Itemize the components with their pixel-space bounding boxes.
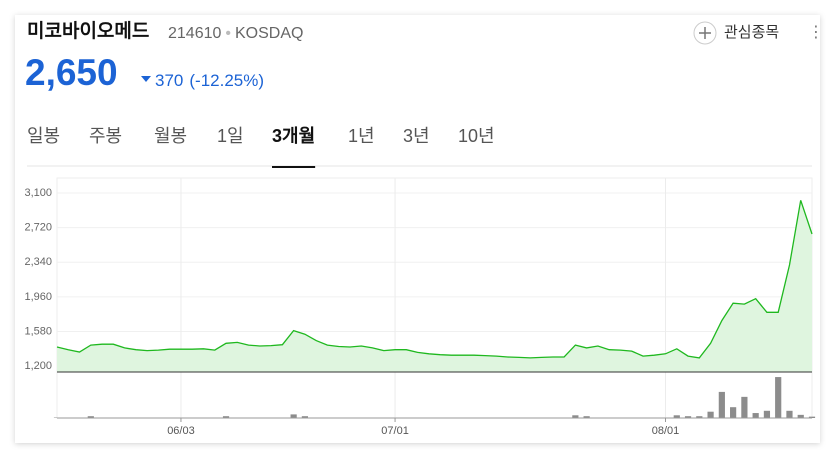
tab[interactable]: 일봉 — [27, 126, 60, 146]
volume-bar — [222, 416, 230, 418]
y-tick-label: 2,340 — [24, 256, 52, 268]
volume-bar — [696, 416, 703, 418]
y-tick-label: 3,100 — [24, 187, 52, 199]
volume-bar — [290, 414, 297, 418]
volume-bar — [808, 416, 816, 418]
volume-bar — [775, 377, 782, 418]
x-tick-label: 06/03 — [167, 425, 195, 437]
tab[interactable]: 10년 — [458, 126, 495, 146]
card — [15, 15, 820, 443]
watch-button[interactable]: 관심종목 — [724, 24, 779, 41]
change-value: 370 — [155, 71, 183, 90]
tab[interactable]: 1일 — [217, 126, 244, 146]
price-line — [56, 200, 813, 359]
tab[interactable]: 1년 — [348, 126, 375, 146]
volume-bar — [718, 391, 725, 418]
stock-code: 214610 • KOSDAQ — [168, 25, 303, 42]
tab[interactable]: 3개월 — [272, 126, 315, 146]
volume-bar — [301, 416, 309, 418]
volume-bar — [583, 416, 590, 418]
volume-bar — [741, 396, 748, 418]
market: KOSDAQ — [235, 25, 303, 42]
down-arrow — [141, 76, 151, 82]
change: 370 (-12.25%) — [155, 71, 264, 90]
volume-bar — [87, 416, 94, 418]
tabs: 일봉 주봉 월봉 1일 3개월 1년 3년 10년 — [27, 126, 495, 168]
y-tick-label: 2,720 — [24, 222, 52, 234]
chart: 1,200 1,580 1,960 2,340 2,720 3,100 06/03 07/01… — [24, 177, 816, 437]
tab[interactable]: 3년 — [403, 126, 430, 146]
volume-bar — [752, 413, 759, 418]
volume-bar — [684, 416, 692, 418]
volume-bar — [572, 415, 579, 418]
y-tick-label: 1,960 — [24, 291, 52, 303]
change-pct: (-12.25%) — [189, 71, 264, 90]
y-tick-label: 1,200 — [24, 360, 52, 372]
volume-bar — [786, 410, 793, 418]
more-menu[interactable]: ⋮ — [808, 24, 824, 41]
volume-bar — [673, 415, 680, 418]
y-tick-label: 1,580 — [24, 325, 52, 337]
area — [57, 200, 812, 372]
tab[interactable]: 월봉 — [154, 126, 187, 146]
volume-bar — [730, 407, 737, 418]
code: 214610 — [168, 25, 221, 42]
tab[interactable]: 주봉 — [89, 126, 122, 146]
volume-bar — [707, 411, 714, 418]
stock-name: 미코바이오메드 — [27, 20, 149, 42]
x-tick-label: 07/01 — [381, 425, 409, 437]
price: 2,650 — [25, 52, 118, 93]
plus — [699, 27, 711, 39]
x-tick-label: 08/01 — [652, 425, 680, 437]
volume-bar — [797, 414, 804, 418]
volume-bar — [763, 410, 771, 418]
